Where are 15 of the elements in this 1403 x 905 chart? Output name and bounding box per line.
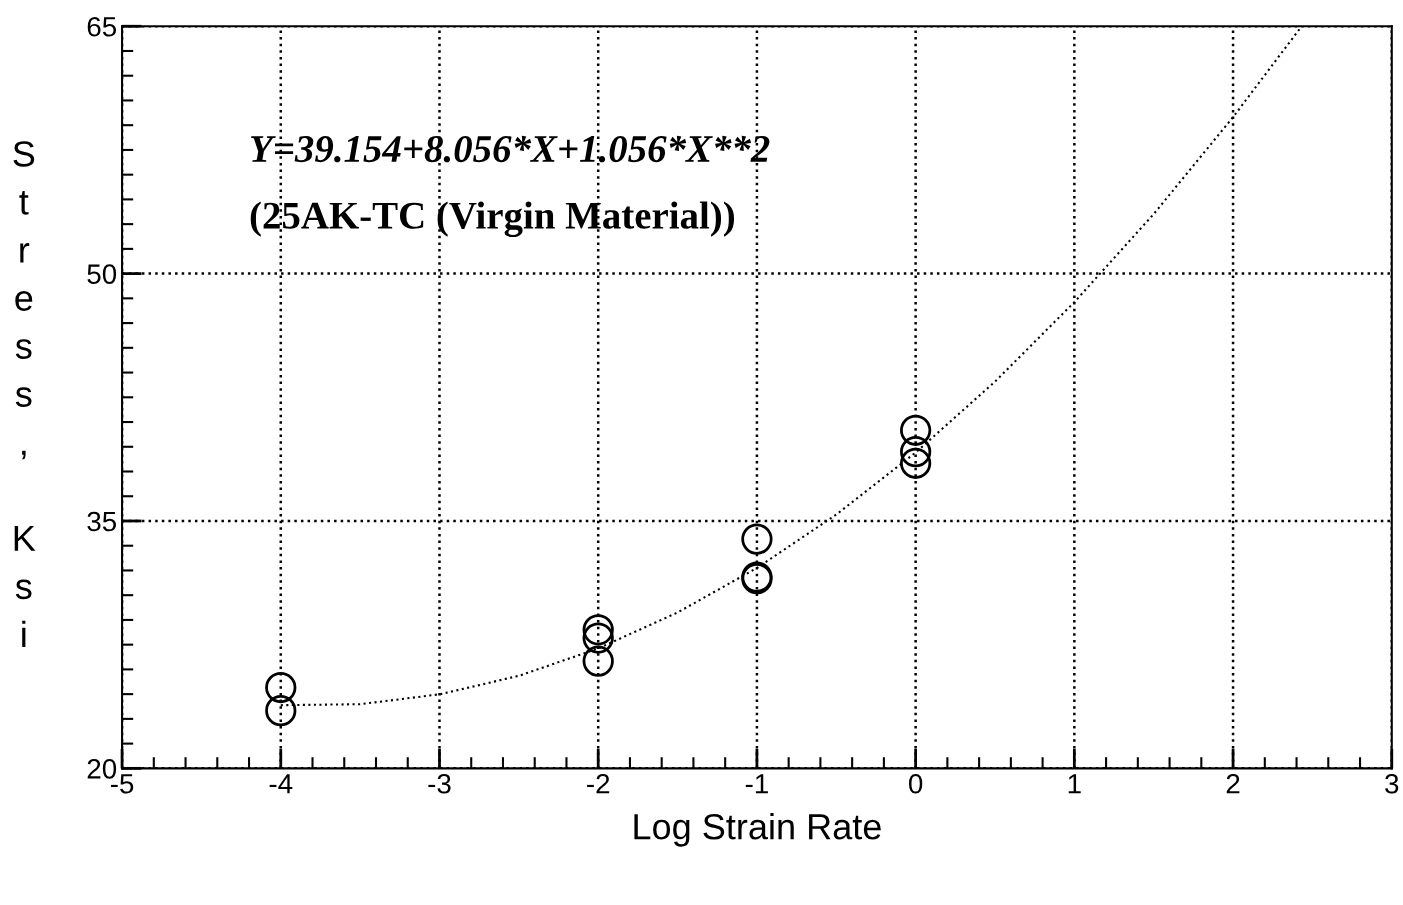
x-tick-label: -1 <box>745 774 768 794</box>
y-tick-label: 50 <box>87 264 117 284</box>
y-tick-label: 65 <box>87 16 117 37</box>
x-tick-label: -2 <box>587 773 610 794</box>
x-tick-label: -4 <box>269 774 293 794</box>
y-tick-label: 35 <box>87 511 117 532</box>
text: Stress, Ksi <box>13 141 36 647</box>
annotation: Y=39.154+8.056*X+1.056*X**2 <box>251 135 770 163</box>
x-tick-label: 0 <box>908 773 923 794</box>
annotation: (25AK-TC (Virgin Material)) <box>250 201 735 237</box>
x-tick-label: 2 <box>1226 773 1240 794</box>
x-axis-title: Log Strain Rate <box>634 812 881 847</box>
x-tick-label: 3 <box>1385 773 1399 794</box>
x-tick-label: -3 <box>428 773 451 794</box>
x-tick-label: 1 <box>1068 774 1081 794</box>
